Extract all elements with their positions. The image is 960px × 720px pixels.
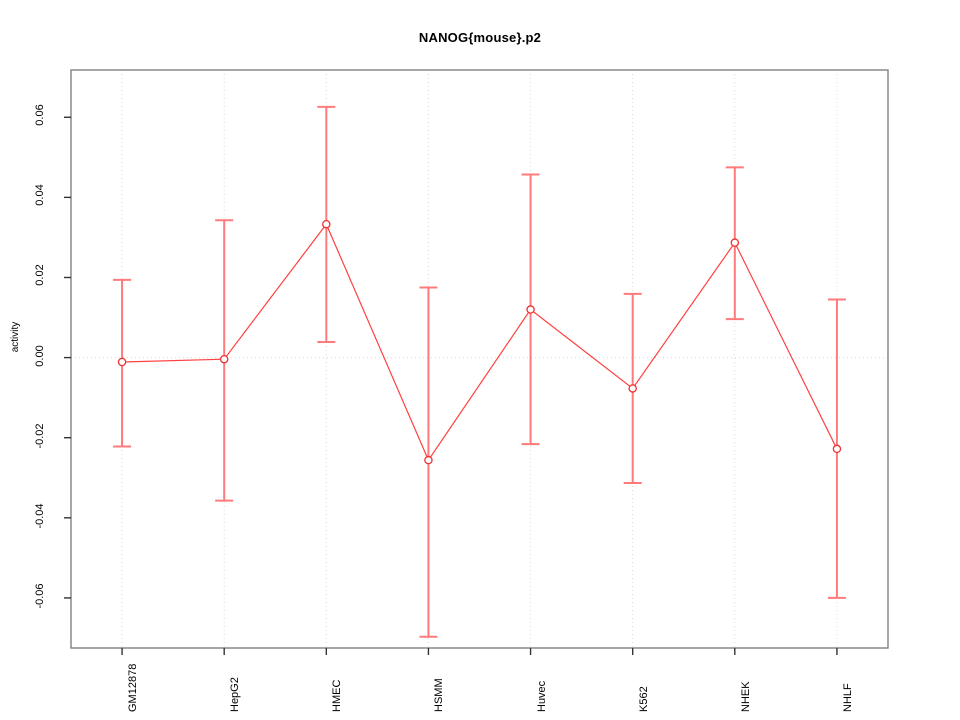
data-point-marker (117, 357, 127, 367)
x-tick-label: GM12878 (127, 663, 140, 712)
error-bars (113, 105, 846, 638)
series-polyline (122, 223, 838, 462)
data-point-marker (730, 238, 740, 247)
data-point-marker (219, 354, 229, 364)
series-line (122, 223, 838, 462)
data-point-marker (628, 384, 637, 393)
x-tick-label: NHLF (841, 683, 854, 712)
data-point-marker (526, 305, 535, 314)
x-tick-label: NHEK (739, 681, 752, 712)
x-tick-label: HepG2 (229, 677, 242, 712)
data-point-marker (322, 219, 331, 229)
x-tick-label: K562 (637, 686, 650, 712)
y-tick-label: -0.02 (34, 423, 46, 449)
y-tick-label: -0.04 (34, 503, 46, 529)
x-tick-label: HSMM (433, 678, 446, 712)
y-tick-label: 0.04 (34, 184, 46, 207)
plot-border (70, 69, 889, 649)
data-point-marker (832, 444, 842, 454)
y-tick-label: 0.02 (34, 264, 46, 287)
axis-lines (64, 69, 889, 655)
grid-lines (71, 70, 888, 648)
y-tick-label: 0.00 (34, 344, 46, 367)
x-tick-label: Huvec (535, 680, 548, 712)
y-tick-label: 0.06 (34, 104, 46, 126)
data-point-markers (117, 219, 842, 465)
y-tick-label: -0.06 (34, 583, 46, 609)
chart-title: NANOG{mouse}.p2 (418, 30, 542, 45)
data-point-marker (424, 455, 433, 465)
x-tick-label: HMEC (331, 679, 344, 712)
